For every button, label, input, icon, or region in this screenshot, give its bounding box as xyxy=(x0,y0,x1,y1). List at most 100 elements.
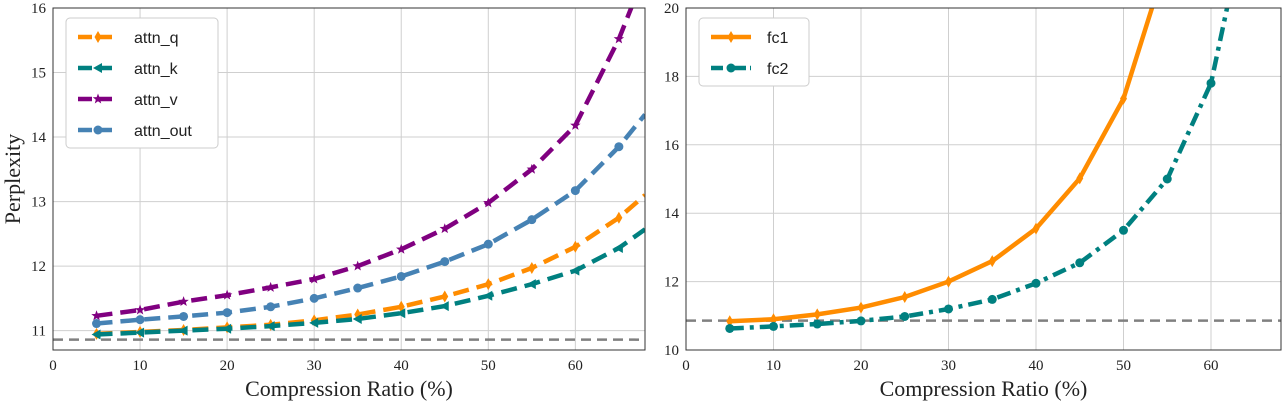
y-tick-label: 15 xyxy=(31,66,46,82)
series-line-attn_q xyxy=(96,193,645,337)
x-tick-label: 20 xyxy=(854,358,869,374)
data-point-fc1 xyxy=(1032,222,1040,235)
data-point-fc2 xyxy=(1075,258,1085,268)
series-line-attn_out xyxy=(96,113,645,326)
y-tick-label: 11 xyxy=(32,324,46,340)
data-point-fc1 xyxy=(857,301,865,314)
data-point-attn_k xyxy=(396,308,406,319)
data-point-fc1 xyxy=(945,275,952,288)
left-chart-attention: 0 10 20 30 40 50 60 11 12 13 14 15 16 Compression Rat… xyxy=(0,1,646,401)
legend-marker-attn_q xyxy=(94,31,102,43)
data-point-attn_v xyxy=(178,296,189,307)
data-point-attn_out xyxy=(222,308,232,318)
data-point-fc2 xyxy=(944,304,953,314)
y-tick-label: 10 xyxy=(664,343,679,359)
data-point-attn_k xyxy=(135,327,145,338)
data-point-attn_out xyxy=(527,215,537,225)
data-point-attn_k xyxy=(613,243,623,254)
x-tick-label: 30 xyxy=(941,358,956,374)
data-point-attn_v xyxy=(265,281,276,292)
legend-label-fc2: fc2 xyxy=(767,61,788,78)
x-axis-label: Compression Ratio (%) xyxy=(880,376,1088,401)
legend-marker-attn_k xyxy=(93,63,102,73)
data-point-fc2 xyxy=(1119,225,1128,235)
data-point-attn_v xyxy=(221,289,233,300)
plot-area xyxy=(91,8,645,340)
y-tick-label: 14 xyxy=(31,130,47,146)
data-point-attn_k xyxy=(178,325,188,336)
data-point-attn_k xyxy=(483,290,493,301)
legend: fc1 fc2 xyxy=(698,17,810,87)
data-point-fc1 xyxy=(1076,172,1084,185)
x-tick-label: 40 xyxy=(394,358,409,374)
legend-marker-fc2 xyxy=(726,63,736,73)
data-point-attn_out xyxy=(179,311,189,321)
data-point-fc2 xyxy=(725,323,735,333)
plot-frame xyxy=(52,7,646,351)
data-point-fc2 xyxy=(987,294,997,304)
data-point-fc1 xyxy=(726,315,734,328)
data-point-fc1 xyxy=(988,255,996,268)
x-tick-label: 0 xyxy=(682,358,690,374)
data-point-attn_out xyxy=(92,319,102,329)
data-point-fc2 xyxy=(900,311,910,321)
x-axis-label: Compression Ratio (%) xyxy=(245,376,453,401)
data-point-attn_k xyxy=(91,329,101,340)
data-point-attn_v xyxy=(526,163,538,174)
legend-label-attn_out: attn_out xyxy=(134,123,192,140)
y-tick-label: 20 xyxy=(664,1,679,17)
data-point-attn_k xyxy=(570,265,580,276)
data-point-attn_v xyxy=(570,119,581,130)
legend-marker-attn_v xyxy=(92,93,104,104)
x-tick-label: 10 xyxy=(133,358,148,374)
data-point-attn_v xyxy=(91,310,102,321)
data-point-attn_out xyxy=(135,315,145,325)
data-point-attn_out xyxy=(396,271,406,281)
data-point-attn_v xyxy=(352,260,363,271)
data-point-attn_k xyxy=(439,301,449,312)
legend-label-attn_q: attn_q xyxy=(134,30,178,47)
plot-frame xyxy=(685,7,1282,351)
data-point-attn_out xyxy=(614,142,624,152)
data-point-attn_v xyxy=(613,33,625,44)
data-point-fc2 xyxy=(856,316,866,326)
legend-label-attn_k: attn_k xyxy=(134,61,179,78)
data-point-attn_q xyxy=(571,240,579,253)
x-tick-label: 60 xyxy=(568,358,583,374)
data-point-fc2 xyxy=(812,319,822,329)
y-tick-label: 16 xyxy=(31,1,47,17)
data-point-attn_out xyxy=(483,239,493,249)
x-tick-label: 50 xyxy=(481,358,496,374)
data-point-attn_k xyxy=(526,279,536,290)
plot-area xyxy=(725,8,1230,333)
data-point-attn_q xyxy=(615,211,623,224)
legend-label-attn_v: attn_v xyxy=(134,92,178,109)
y-tick-label: 16 xyxy=(664,138,680,154)
x-tick-label: 60 xyxy=(1204,358,1219,374)
data-point-attn_v xyxy=(308,273,320,284)
data-point-attn_out xyxy=(570,186,580,196)
data-point-attn_k xyxy=(309,317,319,328)
data-point-attn_k xyxy=(352,314,362,325)
data-point-attn_out xyxy=(440,257,450,267)
x-tick-label: 40 xyxy=(1029,358,1044,374)
legend-marker-attn_out xyxy=(93,125,103,135)
data-point-fc2 xyxy=(769,321,778,331)
y-axis-label: Perplexity xyxy=(0,134,25,224)
x-tick-label: 50 xyxy=(1116,358,1131,374)
y-tick-label: 14 xyxy=(664,206,680,222)
data-point-fc2 xyxy=(1162,174,1172,184)
data-point-fc1 xyxy=(1120,92,1127,105)
data-point-attn_k xyxy=(265,321,275,332)
data-point-attn_k xyxy=(222,323,232,334)
data-point-attn_q xyxy=(484,278,492,291)
data-point-fc2 xyxy=(1031,278,1041,288)
series-line-attn_v xyxy=(96,8,634,319)
legend-label-fc1: fc1 xyxy=(767,30,788,47)
data-point-fc2 xyxy=(1206,78,1216,88)
y-tick-label: 12 xyxy=(31,259,46,275)
data-point-attn_v xyxy=(483,197,494,208)
legend-marker-fc1 xyxy=(727,31,735,43)
